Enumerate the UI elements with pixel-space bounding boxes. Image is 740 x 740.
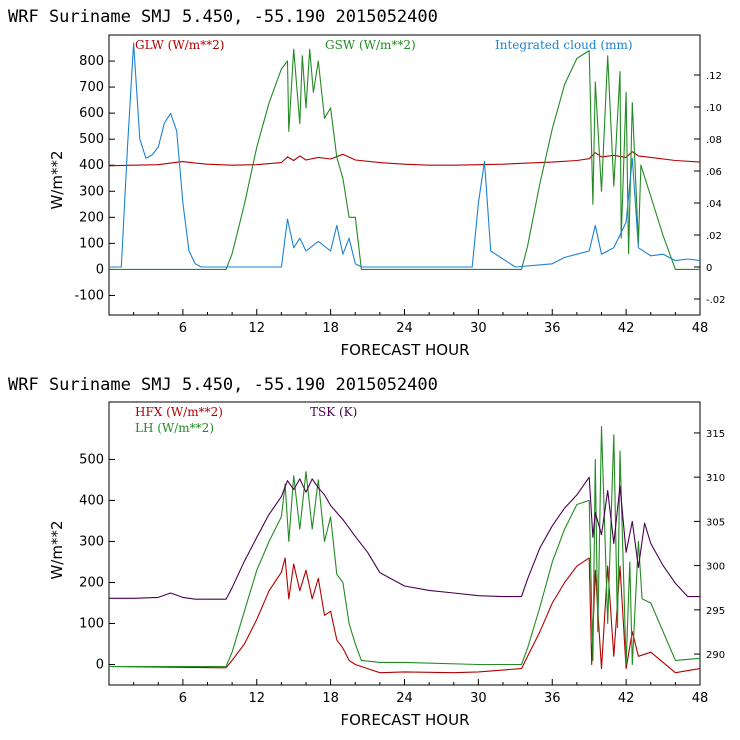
chart-1-series-gsw: [109, 48, 700, 270]
chart-1-xtick-label: 42: [618, 321, 635, 336]
chart-1-ytick-label: 600: [79, 106, 104, 121]
chart-2-xtick-label: 48: [692, 691, 709, 706]
chart-2-y2tick-label: 295: [706, 606, 725, 617]
chart-1-ytick-label: 700: [79, 80, 104, 95]
chart-1-xtick-label: 24: [396, 321, 413, 336]
chart-1-legend-glw: GLW (W/m**2): [135, 38, 224, 52]
chart-2-series-tsk: [109, 476, 700, 600]
chart-2-xlabel: FORECAST HOUR: [340, 711, 469, 729]
chart-2-ytick-label: 300: [79, 534, 104, 549]
chart-1-legend-gsw: GSW (W/m**2): [325, 38, 416, 52]
chart-1-y2tick-label: .06: [706, 167, 722, 178]
chart-1-y2tick-label: .10: [706, 103, 722, 114]
chart-2-y2tick-label: 305: [706, 517, 725, 528]
chart-2-legend-hfx: HFX (W/m**2): [135, 405, 223, 419]
chart-2-plot-frame: [108, 401, 701, 686]
chart-1-ytick-label: 800: [79, 54, 104, 69]
chart-1-xtick-label: 18: [322, 321, 339, 336]
chart-1-y2tick-label: .08: [706, 135, 722, 146]
chart-1-ytick-label: 0: [96, 262, 104, 277]
chart-1-series-integrated: [109, 42, 701, 268]
chart-2-y2tick-label: 290: [706, 650, 725, 661]
chart-2-xtick-label: 6: [179, 691, 187, 706]
chart-2-ytick-label: 400: [79, 493, 104, 508]
chart-1-plot-frame: [108, 34, 701, 316]
chart-2-ytick-label: 100: [79, 616, 104, 631]
chart-1-ytick-label: 200: [79, 210, 104, 225]
chart-2: WRF Suriname SMJ 5.450, -55.190 20150524…: [8, 375, 725, 729]
chart-1-series-glw: [108, 151, 701, 167]
chart-2-series-lh: [109, 426, 701, 668]
chart-1-y2tick-label: .02: [706, 231, 722, 242]
chart-2-legend-lh: LH (W/m**2): [135, 421, 214, 435]
chart-1: WRF Suriname SMJ 5.450, -55.190 20150524…: [8, 7, 726, 359]
chart-2-title: WRF Suriname SMJ 5.450, -55.190 20150524…: [8, 375, 438, 395]
chart-1-xtick-label: 12: [248, 321, 265, 336]
chart-2-xtick-label: 30: [470, 691, 487, 706]
chart-1-ylabel: W/m**2: [48, 150, 66, 209]
chart-2-series-hfx: [108, 557, 701, 674]
chart-2-ytick-label: 500: [79, 452, 104, 467]
chart-1-xtick-label: 36: [544, 321, 561, 336]
chart-1-title: WRF Suriname SMJ 5.450, -55.190 20150524…: [8, 7, 438, 27]
chart-2-xtick-label: 36: [544, 691, 561, 706]
chart-1-y2tick-label: -.02: [706, 295, 726, 306]
chart-1-y2tick-label: .04: [706, 199, 722, 210]
chart-2-xtick-label: 18: [322, 691, 339, 706]
chart-2-xtick-label: 42: [618, 691, 635, 706]
chart-1-ytick-label: -100: [74, 288, 104, 303]
chart-1-ytick-label: 500: [79, 132, 104, 147]
chart-1-y2tick-label: .12: [706, 71, 722, 82]
chart-2-y2tick-label: 300: [706, 562, 725, 573]
chart-2-ylabel: W/m**2: [48, 520, 66, 579]
chart-1-xtick-label: 30: [470, 321, 487, 336]
chart-2-legend-tsk: TSK (K): [310, 405, 357, 419]
chart-2-y2tick-label: 310: [706, 473, 725, 484]
chart-1-xlabel: FORECAST HOUR: [340, 341, 469, 359]
chart-2-xtick-label: 24: [396, 691, 413, 706]
chart-2-ytick-label: 200: [79, 575, 104, 590]
chart-1-ytick-label: 300: [79, 184, 104, 199]
chart-1-ytick-label: 400: [79, 158, 104, 173]
chart-1-xtick-label: 48: [692, 321, 709, 336]
chart-1-xtick-label: 6: [179, 321, 187, 336]
chart-2-ytick-label: 0: [96, 657, 104, 672]
chart-1-y2tick-label: 0: [706, 263, 712, 274]
chart-1-ytick-label: 100: [79, 236, 104, 251]
chart-2-y2tick-label: 315: [706, 429, 725, 440]
chart-2-xtick-label: 12: [248, 691, 265, 706]
chart-1-legend-cloud: Integrated cloud (mm): [495, 38, 633, 52]
